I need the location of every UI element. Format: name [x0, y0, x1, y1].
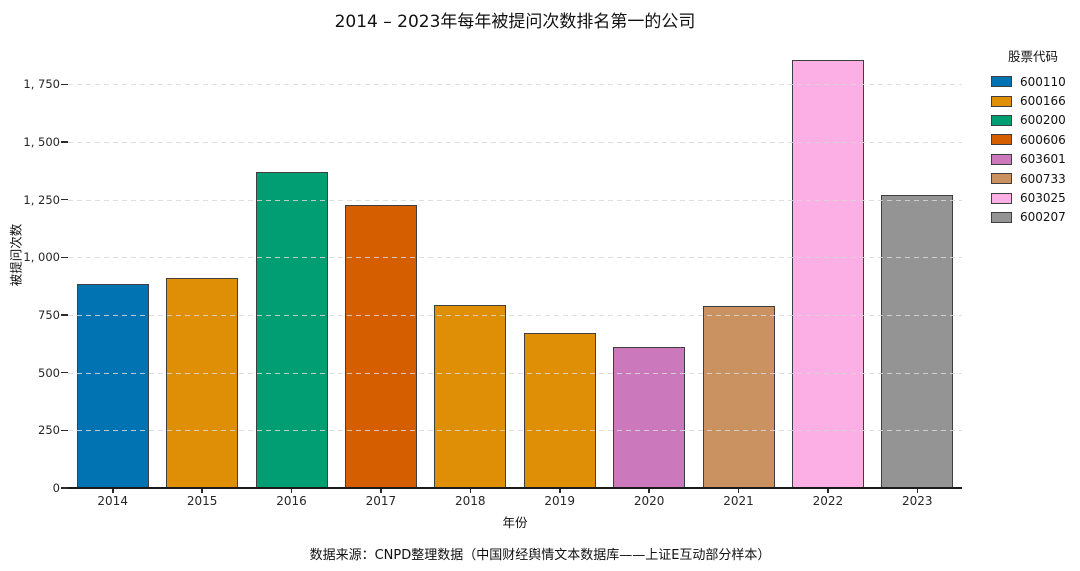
legend-item-600733: 600733: [988, 169, 1078, 188]
legend-swatch-600200: [991, 114, 1012, 126]
legend-title: 股票代码: [1007, 49, 1058, 64]
ytick-label-1000: 1, 000: [23, 250, 60, 265]
legend-swatch-603025: [991, 192, 1012, 204]
bar-slot-2022: [783, 45, 872, 488]
bar-slot-2017: [336, 45, 425, 488]
xtick-mark-2014: [112, 488, 114, 493]
bars-row: [68, 45, 962, 488]
legend-item-600166: 600166: [988, 91, 1078, 110]
bar-2018-600166: [434, 304, 507, 488]
gridline-1250: [68, 199, 962, 201]
legend-item-600207: 600207: [988, 208, 1078, 227]
bar-2016-600200: [255, 171, 328, 488]
bar-slot-2018: [426, 45, 515, 488]
xtick-mark-2023: [916, 488, 919, 493]
xtick-mark-2019: [559, 488, 561, 493]
gridline-500: [68, 372, 962, 374]
legend-label-600733: 600733: [1020, 171, 1066, 186]
ytick-mark-0: [61, 487, 68, 489]
ytick-label-0: 0: [52, 481, 60, 495]
bar-slot-2019: [515, 45, 604, 488]
xtick-mark-2016: [290, 488, 293, 493]
xtick-mark-2021: [737, 488, 740, 493]
bar-slot-2020: [604, 45, 693, 488]
legend-items: 600110 600166 600200 600606 603601 600733 6030…: [988, 72, 1078, 227]
xtick-label-2014: 2014: [97, 494, 128, 508]
xtick-label-2020: 2020: [633, 494, 665, 508]
bar-2017-600606: [344, 205, 417, 488]
ytick-label-1750: 1, 750: [23, 77, 60, 92]
x-axis-title: 年份: [502, 515, 528, 530]
legend-label-600207: 600207: [1020, 210, 1066, 225]
legend-label-600110: 600110: [1020, 74, 1066, 89]
gridline-1500: [68, 141, 962, 143]
legend-item-603025: 603025: [988, 188, 1078, 207]
bar-2019-600166: [523, 333, 596, 488]
legend-swatch-600166: [991, 95, 1012, 107]
legend-label-600606: 600606: [1020, 132, 1066, 147]
xtick-label-2021: 2021: [723, 494, 754, 508]
bar-2021-600733: [702, 305, 775, 488]
legend-item-603601: 603601: [988, 150, 1078, 169]
legend-swatch-600207: [991, 211, 1012, 223]
bar-slot-2023: [873, 45, 962, 488]
ytick-mark-750: [61, 314, 68, 316]
xtick-mark-2022: [827, 488, 829, 493]
bar-2023-600207: [881, 195, 954, 488]
legend-label-600200: 600200: [1020, 113, 1066, 128]
legend-swatch-600110: [991, 76, 1012, 88]
legend-label-603601: 603601: [1020, 152, 1066, 167]
legend: 股票代码 600110 600166 600200 600606 603601 60073…: [988, 46, 1078, 227]
legend-label-600166: 600166: [1020, 94, 1066, 109]
xtick-label-2015: 2015: [186, 494, 218, 508]
bar-slot-2021: [694, 45, 783, 488]
ytick-mark-1750: [61, 83, 68, 85]
ytick-mark-500: [61, 371, 68, 374]
xtick-mark-2017: [380, 488, 382, 493]
xtick-label-2019: 2019: [544, 494, 575, 508]
xtick-label-2016: 2016: [276, 494, 307, 508]
ytick-label-750: 750: [38, 308, 60, 322]
plot-area: [68, 45, 962, 489]
x-axis-line: [68, 487, 962, 489]
gridline-1000: [68, 257, 962, 259]
gridline-750: [68, 315, 962, 316]
legend-swatch-603601: [991, 153, 1012, 165]
legend-item-600606: 600606: [988, 130, 1078, 149]
legend-swatch-600733: [991, 173, 1012, 185]
xtick-label-2023: 2023: [902, 494, 933, 508]
xtick-label-2018: 2018: [455, 494, 486, 508]
chart-title: 2014 – 2023年每年被提问次数排名第一的公司: [334, 12, 696, 32]
bar-2020-603601: [613, 347, 686, 488]
legend-swatch-600606: [991, 134, 1012, 146]
ytick-mark-1000: [61, 256, 68, 258]
bar-2022-603025: [791, 60, 864, 488]
gridline-1750: [68, 84, 962, 86]
xtick-label-2022: 2022: [812, 494, 844, 508]
ytick-mark-1500: [61, 141, 68, 143]
ytick-mark-1250: [61, 198, 68, 201]
xtick-label-2017: 2017: [365, 494, 397, 508]
bar-2015-600166: [166, 278, 239, 488]
legend-label-603025: 603025: [1020, 191, 1066, 206]
gridline-250: [68, 430, 962, 432]
legend-item-600110: 600110: [988, 72, 1078, 91]
ytick-label-1250: 1, 250: [23, 192, 60, 207]
bar-2014-600110: [76, 283, 149, 488]
ytick-label-1500: 1, 500: [23, 134, 60, 149]
xtick-mark-2020: [648, 488, 650, 493]
source-note: 数据来源：CNPD整理数据（中国财经舆情文本数据库——上证E互动部分样本）: [309, 548, 771, 563]
ytick-label-250: 250: [38, 423, 60, 438]
xtick-mark-2018: [469, 488, 472, 493]
xtick-mark-2015: [201, 488, 203, 493]
bar-slot-2016: [247, 45, 336, 488]
bar-slot-2014: [68, 45, 157, 488]
legend-item-600200: 600200: [988, 111, 1078, 130]
ytick-label-500: 500: [38, 365, 60, 380]
ytick-mark-250: [61, 429, 68, 432]
bar-slot-2015: [157, 45, 246, 488]
